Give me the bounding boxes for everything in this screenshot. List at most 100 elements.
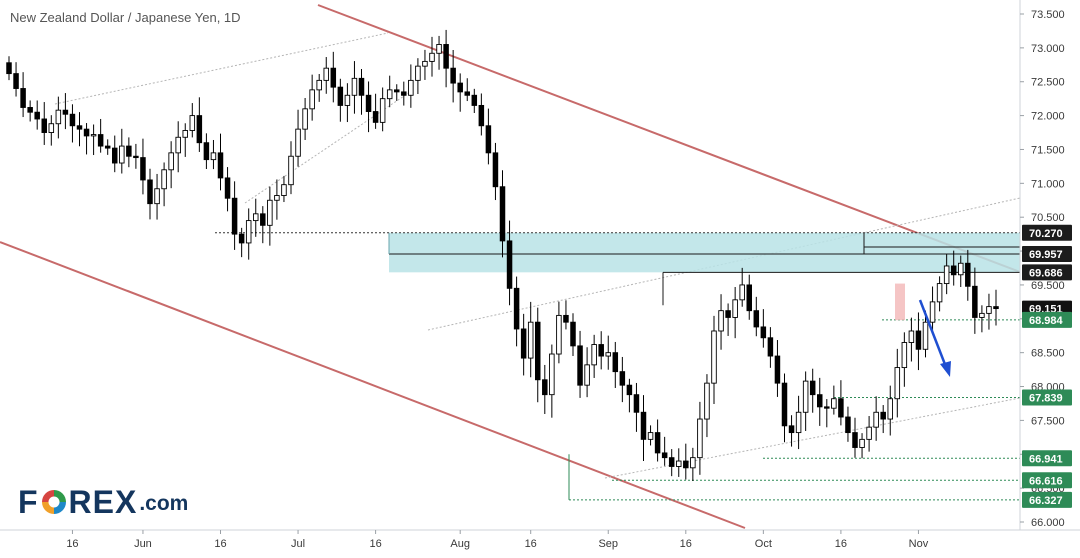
time-axis-bg	[0, 530, 1080, 558]
candle-up	[986, 306, 992, 314]
candle-up	[873, 411, 879, 428]
x-tick-label: Jun	[134, 538, 152, 550]
candle-down	[513, 287, 520, 330]
y-tick-label: 71.000	[1031, 178, 1065, 190]
candle-down	[62, 109, 69, 115]
forex-logo: F REX .com	[18, 484, 188, 520]
candle-down	[950, 265, 957, 276]
price-tag-label: 69.957	[1029, 249, 1063, 261]
candle-up	[527, 321, 534, 359]
candle-down	[788, 425, 795, 434]
highlight-candle	[895, 283, 905, 321]
candle-down	[126, 145, 132, 157]
candle-down	[852, 432, 858, 448]
candle-up	[894, 367, 901, 400]
candle-down	[499, 186, 506, 242]
logo-text-f: F	[18, 483, 39, 520]
candle-up	[866, 426, 872, 440]
arrow-head	[940, 361, 951, 377]
y-tick-label: 72.500	[1031, 77, 1065, 89]
candle-down	[535, 321, 541, 381]
candle-down	[27, 107, 33, 113]
candle-up	[943, 265, 950, 285]
candle-up	[605, 352, 612, 357]
candle-down	[809, 380, 816, 396]
candle-down	[612, 352, 619, 373]
price-tag-label: 66.616	[1029, 475, 1063, 487]
candle-down	[542, 379, 548, 396]
candle-up	[288, 155, 294, 186]
x-tick-label: Jul	[291, 538, 305, 550]
candle-down	[196, 115, 203, 144]
x-tick-label: 16	[525, 538, 537, 550]
candle-down	[457, 82, 463, 93]
candle-up	[281, 184, 287, 196]
y-tick-label: 68.500	[1031, 348, 1065, 360]
y-tick-label: 66.000	[1031, 517, 1065, 529]
candle-down	[260, 213, 266, 226]
price-tag-label: 68.984	[1029, 315, 1064, 327]
candle-down	[485, 125, 492, 154]
candle-up	[48, 123, 55, 133]
price-tag-box	[1022, 311, 1072, 328]
candle-down	[217, 152, 224, 179]
price-tag-label: 70.270	[1029, 228, 1063, 240]
candle-down	[365, 94, 372, 112]
candle-up	[979, 312, 985, 318]
candle-down	[330, 67, 337, 88]
candle-down	[76, 125, 83, 130]
candle-up	[351, 77, 358, 96]
candle-down	[372, 111, 379, 123]
candle-up	[429, 52, 435, 62]
candle-up	[718, 310, 724, 332]
candle-down	[478, 104, 485, 127]
candle-down	[972, 285, 978, 318]
price-tag-label: 66.327	[1029, 495, 1063, 507]
candle-down	[520, 328, 527, 359]
candle-down	[753, 310, 760, 328]
support-levels	[568, 283, 1020, 501]
x-tick-label: 16	[214, 538, 226, 550]
candle-up	[316, 79, 322, 91]
candle-down	[626, 384, 633, 396]
candle-down	[358, 77, 365, 96]
candle-up	[831, 398, 837, 409]
candle-up	[161, 169, 167, 190]
candle-down	[774, 355, 781, 384]
candle-up	[90, 134, 97, 137]
candle-down	[443, 44, 449, 69]
chart-title: New Zealand Dollar / Japanese Yen, 1D	[10, 10, 241, 25]
candle-down	[880, 411, 886, 420]
x-tick-label: Oct	[755, 538, 772, 550]
candle-up	[739, 284, 745, 301]
dotted-trend-mid	[427, 197, 1021, 331]
price-tag-box	[1022, 264, 1072, 281]
candle-down	[725, 310, 731, 318]
candle-down	[147, 179, 153, 205]
candle-up	[584, 364, 590, 386]
candle-up	[676, 460, 682, 467]
arrow-shaft	[918, 299, 948, 368]
candle-up	[175, 136, 181, 154]
candle-up	[711, 330, 717, 384]
candle-down	[133, 155, 139, 159]
dotted-trend-upper	[54, 32, 389, 105]
x-tick-label: 16	[66, 538, 78, 550]
candle-down	[34, 111, 40, 120]
candle-up	[901, 342, 908, 369]
candle-down	[965, 262, 971, 287]
candle-down	[104, 145, 111, 149]
supply-zone	[215, 232, 1020, 306]
candle-up	[386, 89, 393, 100]
candle-down	[563, 314, 569, 323]
price-tag-box	[1022, 245, 1072, 262]
candle-down	[661, 452, 668, 459]
candle-down	[746, 284, 753, 312]
price-axis: 73.500 73.000 72.500 72.000 71.500 71.000 70.5…	[1019, 0, 1072, 530]
logo-text-rex: REX	[68, 483, 138, 520]
candle-up	[295, 128, 301, 157]
logo-o-icon	[40, 488, 68, 516]
x-tick-label: Sep	[598, 538, 618, 550]
candle-down	[20, 88, 26, 108]
